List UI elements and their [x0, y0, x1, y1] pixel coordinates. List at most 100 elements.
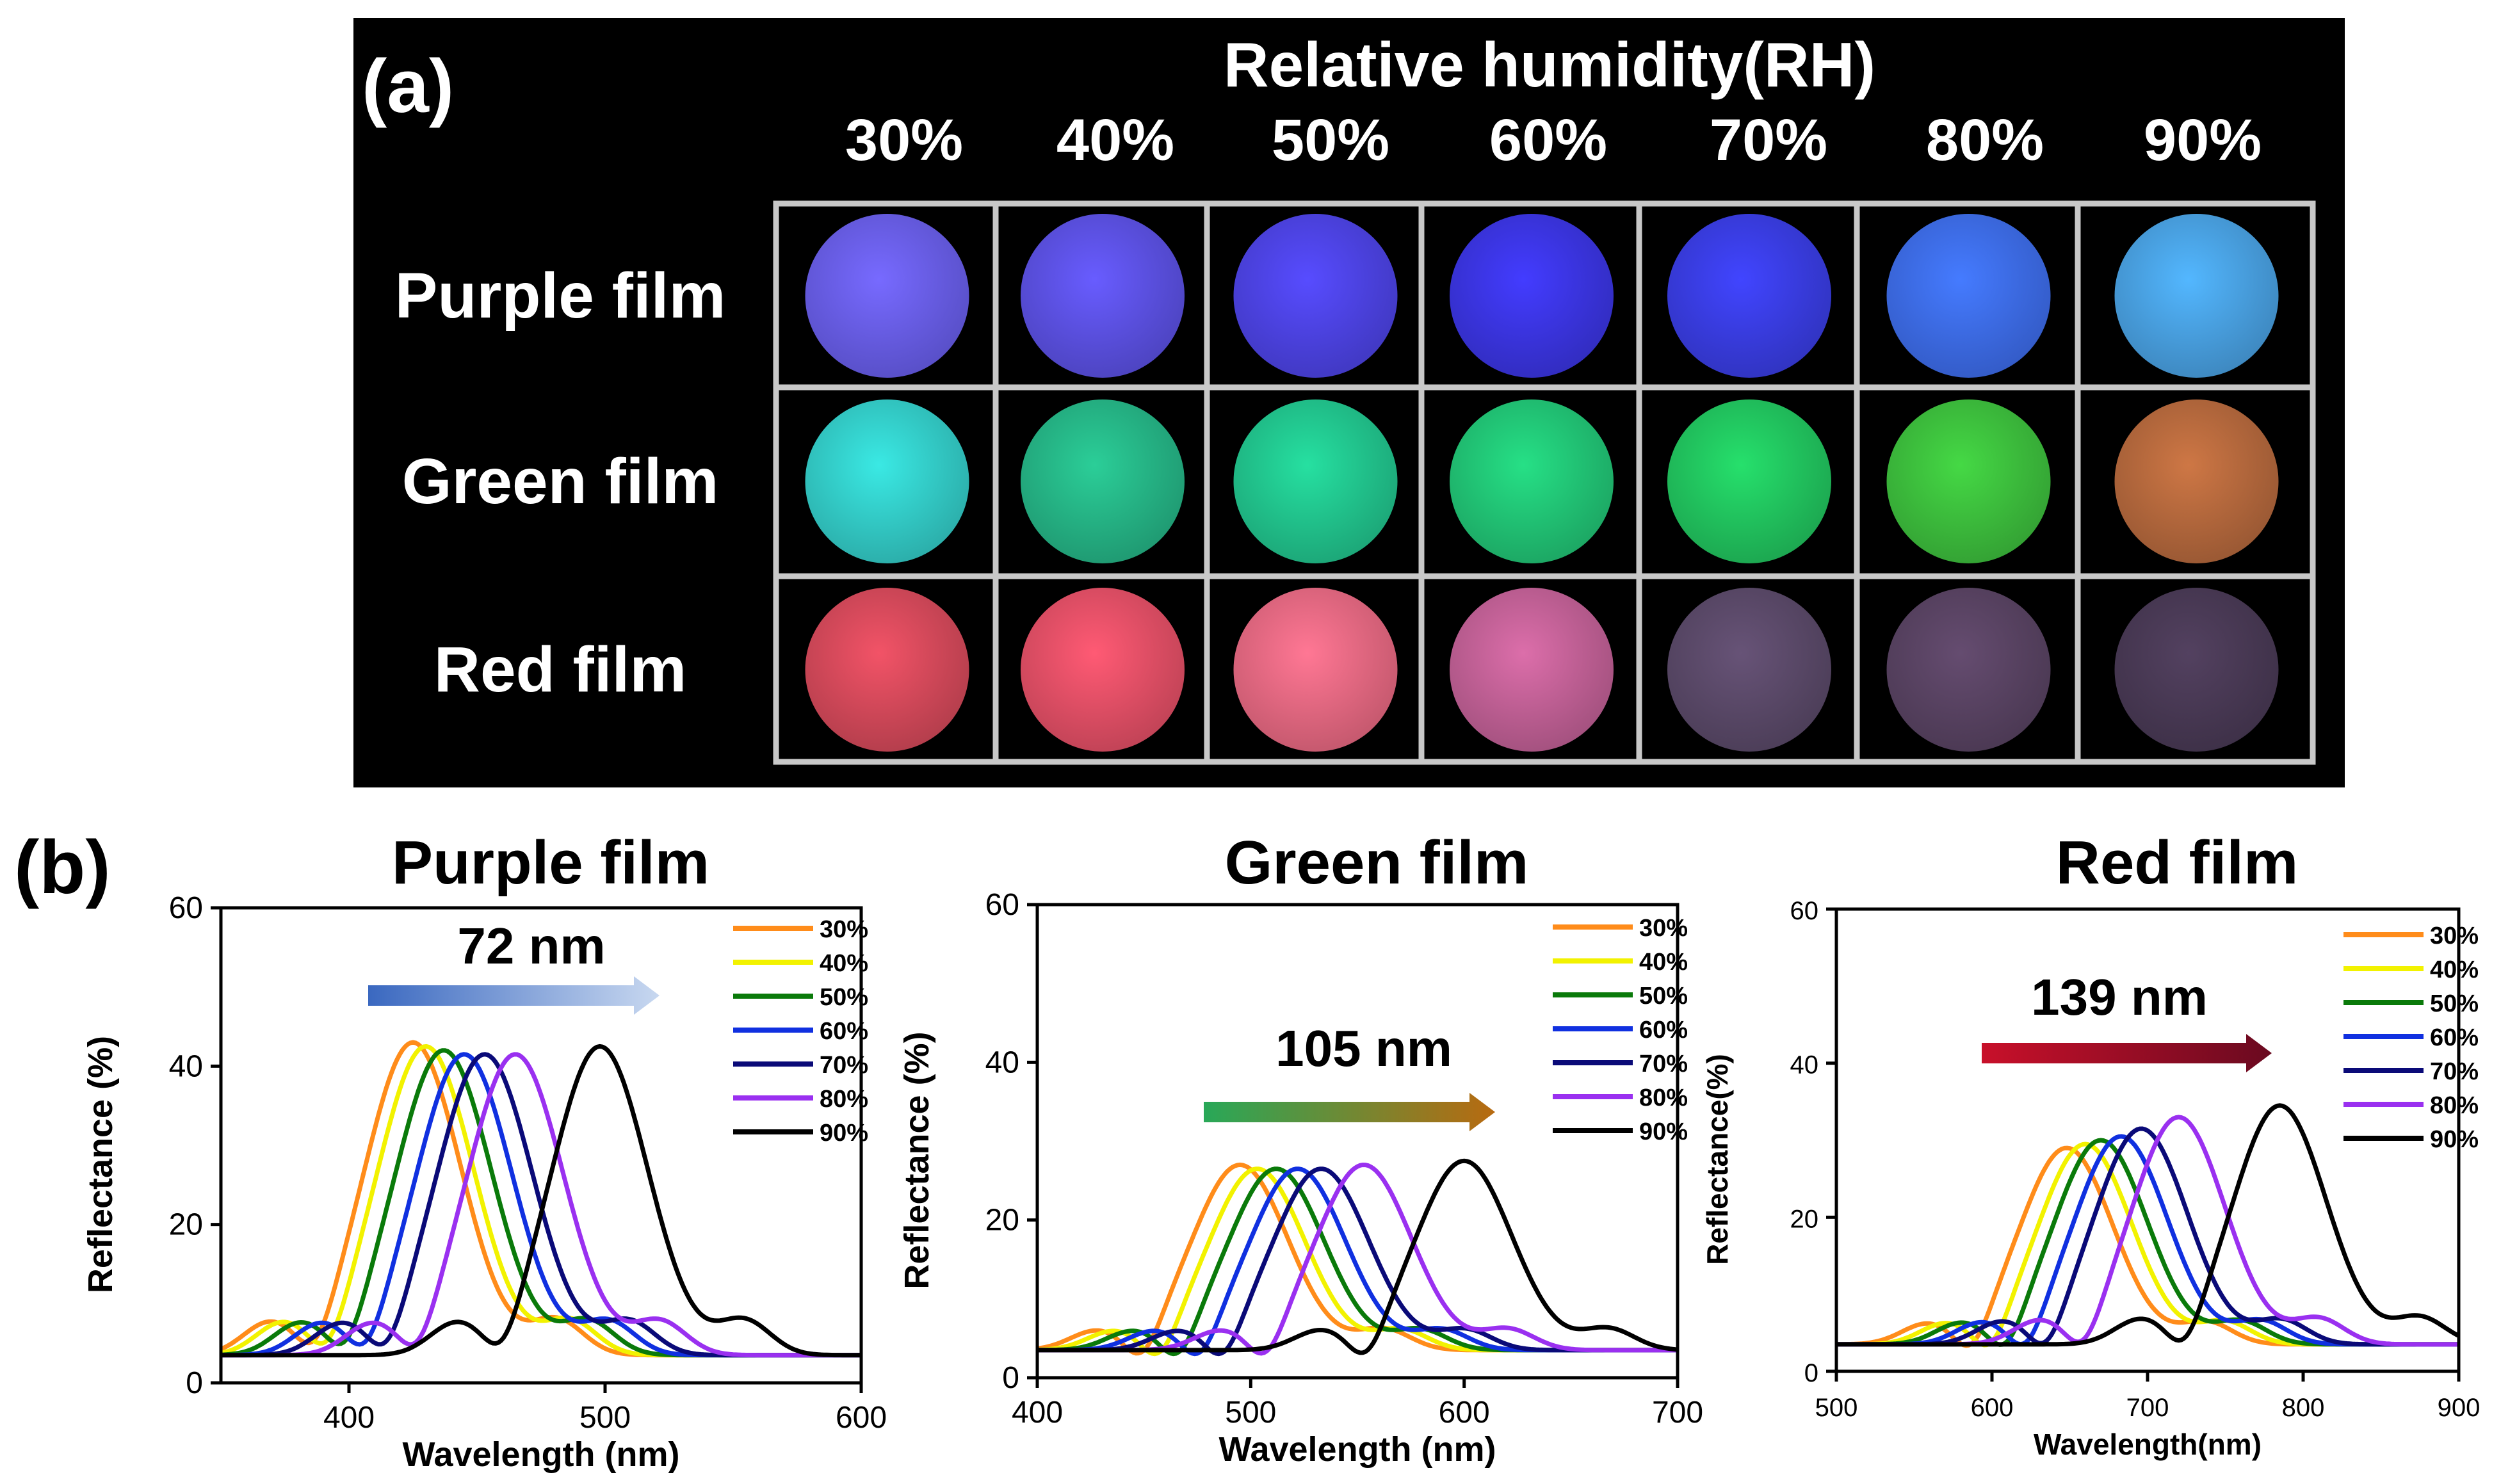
series-line-80% — [221, 1052, 861, 1358]
film-sample-disc — [2114, 214, 2279, 378]
x-tick-label: 600 — [1439, 1396, 1490, 1430]
legend-label: 90% — [2430, 1126, 2479, 1153]
shift-arrow — [1204, 1093, 1495, 1131]
y-tick-label: 20 — [985, 1204, 1019, 1238]
film-sample-disc — [1667, 588, 1831, 752]
film-sample-disc — [2114, 588, 2279, 752]
legend-label: 80% — [2430, 1092, 2479, 1119]
legend-label: 30% — [820, 916, 868, 943]
chart-2: Red film 500 600 700 800 900 0 20 40 60 Wavelength… — [1701, 828, 2480, 1461]
shift-arrow — [1982, 1034, 2272, 1072]
chart-title: Purple film — [392, 828, 709, 897]
legend-label: 30% — [2430, 923, 2479, 949]
x-tick-label: 800 — [2282, 1394, 2325, 1422]
y-tick-label: 0 — [1804, 1359, 1818, 1387]
film-sample-disc — [1886, 214, 2051, 378]
legend-label: 50% — [820, 984, 868, 1011]
rh-column-label: 30% — [845, 108, 963, 173]
legend-label: 60% — [2430, 1024, 2479, 1051]
x-tick-label: 400 — [1012, 1396, 1063, 1430]
y-tick-label: 60 — [1790, 897, 1819, 925]
rh-column-label: 40% — [1056, 108, 1174, 173]
legend-label: 40% — [820, 950, 868, 977]
y-axis-label: Reflectance (%) — [81, 1036, 120, 1293]
x-tick-label: 700 — [2126, 1394, 2169, 1422]
series-line-80% — [1836, 1115, 2459, 1347]
film-sample-disc — [1886, 399, 2051, 563]
film-sample-disc — [805, 214, 969, 378]
film-row-label: Red film — [434, 634, 686, 706]
legend-label: 60% — [1639, 1017, 1688, 1044]
peak-shift-annotation: 139 nm — [2031, 969, 2208, 1026]
film-sample-disc — [1667, 399, 1831, 563]
film-sample-disc — [1886, 588, 2051, 752]
legend-label: 50% — [2430, 990, 2479, 1017]
legend-label: 80% — [1639, 1085, 1688, 1111]
rh-column-label: 70% — [1710, 108, 1827, 173]
x-axis-label: Wavelength (nm) — [1218, 1430, 1496, 1469]
chart-title: Red film — [2056, 828, 2299, 897]
series-line-40% — [1037, 1166, 1678, 1357]
panel-b-label: (b) — [14, 825, 111, 910]
series-line-40% — [1836, 1141, 2459, 1348]
y-tick-label: 40 — [985, 1045, 1019, 1079]
rh-header: Relative humidity(RH) — [1224, 29, 1875, 100]
x-axis-label: Wavelength(nm) — [2034, 1428, 2262, 1461]
y-tick-label: 60 — [985, 888, 1019, 922]
film-sample-disc — [1021, 214, 1185, 378]
x-tick-label: 900 — [2438, 1394, 2481, 1422]
x-tick-label: 400 — [323, 1401, 375, 1435]
chart-title: Green film — [1225, 828, 1529, 897]
panel-a-label: (a) — [362, 44, 454, 129]
film-sample-disc — [1021, 399, 1185, 563]
legend-label: 80% — [820, 1086, 868, 1113]
x-axis-label: Wavelength (nm) — [402, 1435, 679, 1474]
legend-label: 30% — [1639, 915, 1688, 942]
film-sample-disc — [1450, 214, 1614, 378]
legend-label: 60% — [820, 1018, 868, 1045]
film-sample-disc — [1667, 214, 1831, 378]
plot-frame — [219, 906, 863, 1385]
y-tick-label: 0 — [186, 1366, 203, 1400]
film-sample-disc — [1233, 588, 1398, 752]
legend-label: 90% — [1639, 1118, 1688, 1145]
x-tick-label: 500 — [1815, 1394, 1858, 1422]
film-grid — [773, 200, 2316, 765]
series-line-30% — [1836, 1145, 2459, 1348]
film-row-label: Green film — [402, 446, 719, 517]
series-line-90% — [221, 1044, 861, 1358]
y-axis-label: Reflectance(%) — [1701, 1054, 1734, 1265]
chart-1: Green film 400 500 600 700 0 20 40 60 Wavelength … — [898, 828, 1703, 1469]
grid-border — [773, 200, 2316, 765]
legend-label: 70% — [1639, 1051, 1688, 1077]
legend-label: 40% — [2430, 956, 2479, 983]
y-tick-label: 40 — [1790, 1051, 1819, 1079]
legend-label: 40% — [1639, 949, 1688, 976]
x-tick-label: 700 — [1652, 1396, 1703, 1430]
panel-a: (a) Relative humidity(RH) 30% 40% 50% 60% 70… — [353, 18, 2345, 787]
rh-column-label: 60% — [1489, 108, 1607, 173]
legend-label: 70% — [820, 1052, 868, 1079]
rh-column-label: 90% — [2144, 108, 2262, 173]
plot-frame — [1035, 903, 1679, 1380]
chart-0: Purple film 400 500 600 0 20 40 60 Wavelength (n… — [81, 828, 887, 1474]
rh-column-label: 50% — [1272, 108, 1389, 173]
film-sample-disc — [1450, 588, 1614, 752]
legend-label: 90% — [820, 1120, 868, 1147]
x-tick-label: 500 — [579, 1401, 631, 1435]
legend-label: 70% — [2430, 1058, 2479, 1085]
y-tick-label: 20 — [1790, 1205, 1819, 1233]
y-tick-label: 60 — [169, 891, 203, 925]
peak-shift-annotation: 105 nm — [1275, 1020, 1452, 1077]
column-labels: 30% 40% 50% 60% 70% 80% 90% — [845, 108, 2262, 173]
series-line-90% — [1037, 1158, 1678, 1355]
y-tick-label: 40 — [169, 1049, 203, 1083]
x-tick-label: 500 — [1225, 1396, 1276, 1430]
film-sample-disc — [1450, 399, 1614, 563]
x-tick-label: 600 — [836, 1401, 887, 1435]
film-sample-disc — [805, 399, 969, 563]
film-sample-disc — [2114, 399, 2279, 563]
film-sample-disc — [1233, 399, 1398, 563]
